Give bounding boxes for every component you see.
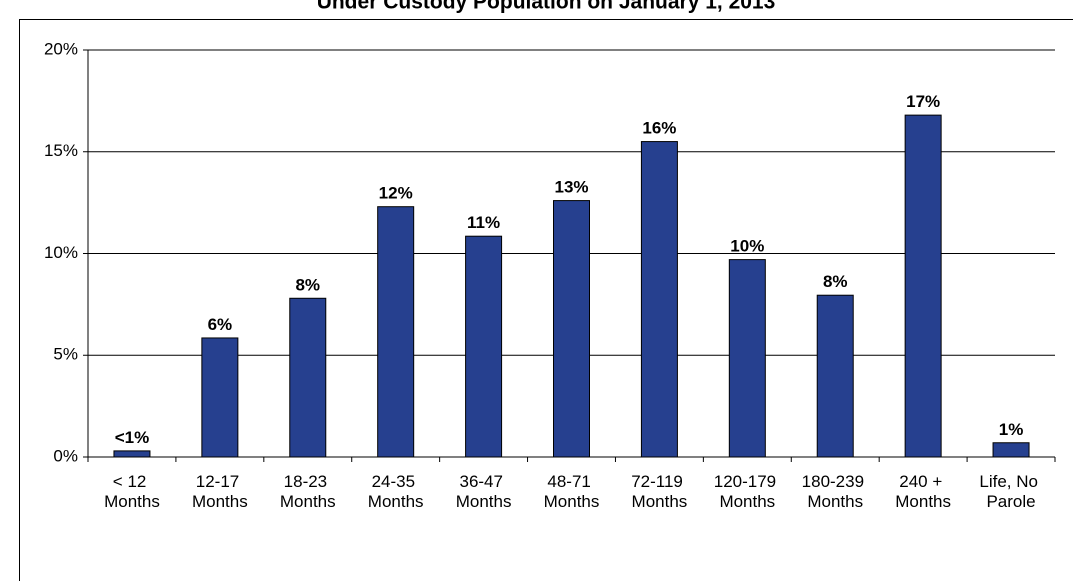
bar bbox=[201, 337, 239, 458]
y-tick-label: 5% bbox=[53, 345, 78, 364]
data-label: 10% bbox=[730, 237, 764, 256]
bar bbox=[289, 297, 327, 458]
y-tick-label: 15% bbox=[44, 141, 78, 160]
bar bbox=[553, 200, 590, 458]
y-tick-label: 0% bbox=[53, 446, 78, 465]
data-label: 11% bbox=[467, 213, 500, 232]
x-tick-label: 120-179 Months bbox=[714, 472, 781, 511]
data-label: 16% bbox=[642, 119, 676, 138]
data-label: 13% bbox=[554, 178, 588, 197]
x-tick-label: 48-71 Months bbox=[544, 472, 600, 511]
data-label: 8% bbox=[295, 275, 320, 294]
data-label: 17% bbox=[906, 92, 940, 111]
bar bbox=[113, 450, 151, 458]
data-label: 12% bbox=[379, 184, 413, 203]
bar bbox=[728, 259, 766, 458]
data-label: 8% bbox=[823, 272, 848, 291]
x-tick-label: 240 + Months bbox=[895, 472, 951, 511]
data-label: <1% bbox=[115, 428, 150, 447]
bar bbox=[816, 294, 854, 458]
bar bbox=[465, 235, 503, 458]
x-tick-label: Life, No Parole bbox=[979, 472, 1042, 511]
bar bbox=[992, 442, 1030, 458]
bar bbox=[377, 206, 415, 458]
x-tick-label: 72-119 Months bbox=[631, 472, 687, 511]
x-tick-label: 12-17 Months bbox=[192, 472, 248, 511]
y-tick-label: 10% bbox=[44, 243, 78, 262]
data-label: 1% bbox=[999, 420, 1024, 439]
x-tick-label: 180-239 Months bbox=[802, 472, 869, 511]
y-tick-label: 20% bbox=[44, 39, 78, 58]
bar bbox=[640, 141, 678, 458]
x-tick-label: 18-23 Months bbox=[280, 472, 336, 511]
data-label: 6% bbox=[208, 315, 233, 334]
x-tick-label: 36-47 Months bbox=[456, 472, 512, 511]
bar bbox=[904, 114, 942, 458]
chart-title: Under Custody Population on January 1, 2… bbox=[317, 0, 776, 14]
x-tick-label: 24-35 Months bbox=[368, 472, 424, 511]
chart-frame bbox=[19, 19, 1073, 581]
x-tick-label: < 12 Months bbox=[104, 472, 160, 511]
